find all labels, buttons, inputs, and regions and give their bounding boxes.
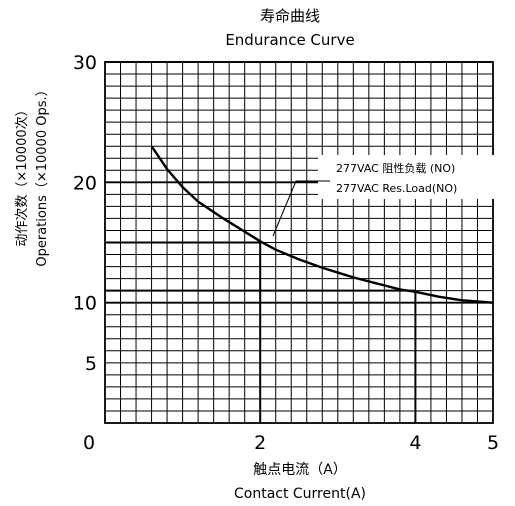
y-tick-label: 30 — [73, 52, 97, 74]
y-axis-label-cn: 动作次数（×10000次） — [14, 103, 30, 246]
endurance-curve-line — [150, 145, 494, 304]
y-axis-tick-labels: 5 10 20 30 — [73, 52, 97, 375]
y-axis-label-en: Operations（×10000 Ops.） — [35, 83, 50, 266]
x-axis-label-en: Contact Current(A) — [234, 486, 366, 502]
annotation-line-1: 277VAC 阻性负载 (NO) — [336, 161, 455, 175]
y-tick-label: 5 — [85, 353, 97, 375]
x-tick-label: 0 — [83, 432, 95, 454]
reference-lines — [105, 241, 417, 423]
y-tick-label: 10 — [73, 293, 97, 315]
x-tick-label: 2 — [254, 432, 266, 454]
chart-subtitle: Endurance Curve — [225, 31, 354, 49]
legend-annotation: 277VAC 阻性负载 (NO) 277VAC Res.Load(NO) — [272, 155, 498, 237]
annotation-leader — [272, 180, 330, 237]
x-axis-label-cn: 触点电流（A） — [253, 462, 347, 478]
annotation-line-2: 277VAC Res.Load(NO) — [336, 182, 457, 195]
x-tick-label: 4 — [409, 432, 421, 454]
y-tick-label: 20 — [73, 172, 97, 194]
annotation-box — [318, 155, 498, 199]
x-tick-label: 5 — [487, 432, 499, 454]
x-axis-tick-labels: 0 2 4 5 — [83, 432, 499, 454]
chart-title: 寿命曲线 — [260, 7, 320, 25]
